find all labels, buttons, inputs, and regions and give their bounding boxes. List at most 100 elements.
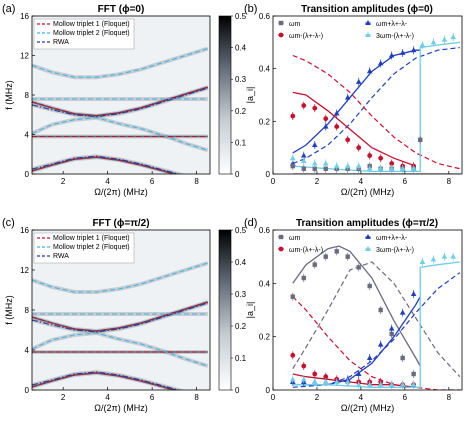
y-tick-label-d: 0.6 <box>259 226 271 235</box>
data-point-d <box>430 256 437 262</box>
data-point-b <box>388 165 395 171</box>
theory-solid-b <box>292 41 460 173</box>
data-point-b <box>450 34 457 40</box>
colorbar-tick-label-c: 0.3 <box>235 290 247 299</box>
theory-curve-c <box>32 262 208 293</box>
data-point-b <box>333 110 340 116</box>
data-point-b <box>289 155 296 161</box>
data-point-d <box>290 294 295 299</box>
colorbar-tick-label-a: 0.4 <box>235 44 247 53</box>
data-point-b <box>345 137 351 143</box>
data-point-b <box>300 157 307 163</box>
x-tick-label-c: 6 <box>150 393 155 402</box>
data-point-d <box>344 379 351 384</box>
legend-box-a <box>33 18 135 50</box>
data-point-d <box>365 246 371 251</box>
panel-b-amplitudes: 0 2 4 6 8 0 0.2 0.4 0.6 Ω/(2π) (MHz) |a_i| ωm ωm+λ+-… <box>245 12 463 197</box>
data-point-b <box>365 20 371 25</box>
data-point-d <box>388 325 395 331</box>
panel-d-amplitudes: 0 2 4 6 8 0 0.2 0.4 0.6 Ω/(2π) (MHz) |a_i| ωm ωm+λ+-… <box>245 226 463 413</box>
panel-c-heatmap: 2 4 6 8 0 4 8 12 16 Ω/(2π) (MHz) f (MHz) Mollow tri… <box>4 226 247 413</box>
data-point-d <box>356 265 361 270</box>
data-point-d <box>410 291 417 296</box>
data-point-b <box>311 160 318 166</box>
data-point-b <box>377 165 384 171</box>
theory-curve-c <box>32 301 208 332</box>
data-point-b <box>301 166 306 171</box>
theory-dashed-d <box>292 296 460 390</box>
data-point-b <box>278 20 284 26</box>
legend-label-b: ωm-(λ+-λ-) <box>289 33 323 40</box>
data-point-d <box>301 363 307 369</box>
colorbar-c <box>218 229 232 391</box>
panel-title-d: Transition amplitudes (ϕ=π/2) <box>296 218 438 229</box>
data-point-b <box>290 113 296 119</box>
panel-title-c: FFT (ϕ=π/2) <box>92 218 149 229</box>
colorbar-tick-label-a: 0.2 <box>235 107 247 116</box>
x-tick-label-a: 4 <box>105 177 110 186</box>
data-point-d <box>311 379 318 384</box>
data-point-b <box>301 103 307 108</box>
x-axis-label-a: Ω/(2π) (MHz) <box>94 187 147 197</box>
data-point-b <box>290 163 295 169</box>
y-axis-label-c: f (MHz) <box>4 295 14 325</box>
legend-label-a: Mollow triplet 2 (Floquet) <box>53 30 130 37</box>
colorbar-tick-label-c: 0.4 <box>235 258 247 267</box>
data-point-d <box>312 262 317 267</box>
data-point-b <box>333 163 340 169</box>
x-tick-label-b: 2 <box>315 177 320 186</box>
x-tick-label-c: 4 <box>105 393 110 402</box>
legend-label-b: 3ωm-(λ+-λ-) <box>376 33 414 40</box>
panel-title-b: Transition amplitudes (ϕ=0) <box>301 4 433 15</box>
legend-label-d: ωm+λ+-λ- <box>376 235 408 242</box>
data-point-d <box>400 355 405 361</box>
data-point-d <box>345 254 350 259</box>
panel-label-b: (b) <box>244 3 257 15</box>
data-point-d <box>300 376 307 382</box>
data-point-d <box>355 381 362 387</box>
data-point-d <box>289 376 296 382</box>
data-point-b <box>312 105 318 111</box>
x-tick-label-a: 8 <box>194 177 199 186</box>
data-point-d <box>377 341 384 347</box>
legend-box-c <box>33 232 135 264</box>
legend-label-c: Mollow triplet 1 (Floquet) <box>53 235 130 242</box>
data-point-b <box>441 36 448 42</box>
y-tick-label-a: 12 <box>20 52 29 61</box>
theory-curve-a <box>32 117 208 151</box>
legend-label-a: Mollow triplet 1 (Floquet) <box>53 21 130 28</box>
y-tick-label-a: 4 <box>25 131 30 140</box>
data-point-b <box>323 116 329 122</box>
data-point-d <box>322 379 329 384</box>
x-tick-label-a: 6 <box>150 177 155 186</box>
x-tick-label-a: 2 <box>61 177 66 186</box>
theory-dashed-b <box>292 54 460 170</box>
data-point-d <box>323 254 328 259</box>
y-axis-label-b: |a_i| <box>245 87 255 104</box>
y-tick-label-a: 8 <box>25 91 30 100</box>
y-tick-label-a: 0 <box>25 170 30 179</box>
y-tick-label-c: 8 <box>25 306 30 315</box>
x-tick-label-b: 0 <box>271 177 276 186</box>
colorbar-tick-label-c: 0.1 <box>235 354 247 363</box>
x-tick-label-d: 8 <box>447 393 452 402</box>
data-point-d <box>290 352 296 358</box>
data-point-b <box>418 137 423 142</box>
data-point-b <box>356 145 362 151</box>
theory-solid-d <box>292 245 421 367</box>
theory-curve-a <box>32 87 208 118</box>
data-point-d <box>312 371 318 377</box>
data-point-b <box>344 163 351 169</box>
data-point-b <box>322 160 329 166</box>
legend-label-d: 3ωm-(λ+-λ-) <box>376 247 414 254</box>
plot-area-b <box>289 33 460 174</box>
y-tick-label-c: 4 <box>25 346 30 355</box>
legend-d: ωm ωm+λ+-λ-ωm-(λ+-λ-) 3ωm-(λ+-λ-) <box>278 234 414 254</box>
y-tick-label-c: 0 <box>25 386 30 395</box>
data-point-b <box>378 155 384 161</box>
legend-b: ωm ωm+λ+-λ-ωm-(λ+-λ-) 3ωm-(λ+-λ-) <box>278 20 414 40</box>
x-tick-label-d: 0 <box>271 393 276 402</box>
x-tick-label-d: 2 <box>315 393 320 402</box>
plot-area-d <box>289 245 461 390</box>
x-axis-label-d: Ω/(2π) (MHz) <box>341 403 394 413</box>
